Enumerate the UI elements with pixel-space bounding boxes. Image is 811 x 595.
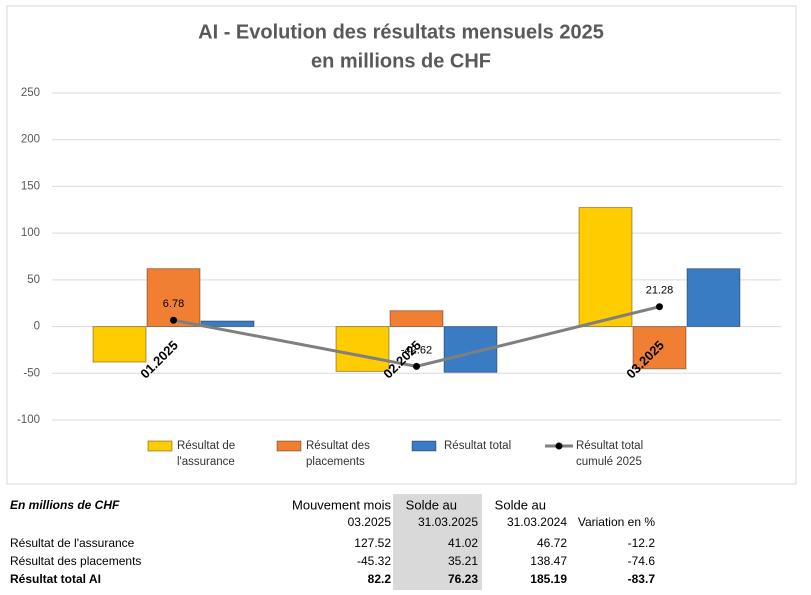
row-label: Résultat des placements	[10, 554, 141, 568]
chart-subtitle: en millions de CHF	[311, 50, 491, 72]
legend-swatch	[147, 440, 173, 452]
legend-label: Résultat des placements	[306, 440, 370, 468]
data-label: 21.28	[646, 285, 674, 297]
data-label: 6.78	[163, 298, 184, 310]
highlight-column	[393, 494, 482, 590]
row-label: Résultat total AI	[10, 572, 101, 586]
chart-frame	[6, 5, 797, 485]
cell: 46.72	[537, 536, 567, 550]
bar	[92, 326, 147, 363]
bar	[686, 268, 741, 328]
cell: 76.23	[448, 572, 478, 586]
cell: 127.52	[354, 536, 391, 550]
legend-label: Résultat total	[444, 440, 512, 452]
line-marker	[413, 362, 420, 370]
y-tick-label: 150	[21, 180, 40, 192]
cell: 138.47	[530, 554, 567, 568]
y-tick-label: 200	[21, 134, 40, 146]
column-header: Solde au	[406, 497, 457, 512]
bar	[632, 326, 687, 370]
cell: 82.2	[368, 572, 392, 586]
y-tick-label: 250	[21, 87, 40, 99]
line-marker	[170, 316, 177, 324]
bar	[389, 310, 444, 328]
y-tick-label: -100	[17, 414, 40, 426]
y-tick-label: -50	[23, 367, 40, 379]
column-header: Solde au	[495, 497, 546, 512]
chart-title: AI - Evolution des résultats mensuels 20…	[198, 21, 604, 43]
cell: -12.2	[628, 536, 656, 550]
legend-swatch	[276, 440, 302, 452]
bar	[335, 326, 390, 372]
y-tick-label: 50	[27, 274, 40, 286]
y-tick-label: 100	[21, 227, 40, 239]
cell: -83.7	[628, 572, 656, 586]
legend-label: Résultat de l'assurance	[177, 440, 236, 468]
column-subheader: Variation en %	[578, 515, 655, 529]
row-label: Résultat de l'assurance	[10, 536, 135, 550]
line-marker	[656, 303, 663, 311]
column-subheader: 31.03.2025	[418, 515, 478, 529]
legend-marker	[555, 442, 563, 450]
cell: 41.02	[448, 536, 478, 550]
column-subheader: 03.2025	[348, 515, 392, 529]
cell: -45.32	[357, 554, 391, 568]
legend-swatch	[411, 440, 437, 452]
cell: 35.21	[448, 554, 478, 568]
cell: 185.19	[530, 572, 567, 586]
bar	[200, 320, 255, 328]
bar	[578, 206, 633, 328]
column-subheader: 31.03.2024	[507, 515, 567, 529]
legend-label: Résultat total cumulé 2025	[576, 440, 644, 468]
column-header: Mouvement mois	[292, 497, 391, 512]
y-tick-label: 0	[34, 321, 40, 333]
cell: -74.6	[628, 554, 656, 568]
data-label: -42.62	[401, 344, 432, 356]
table-caption: En millions de CHF	[10, 498, 120, 512]
